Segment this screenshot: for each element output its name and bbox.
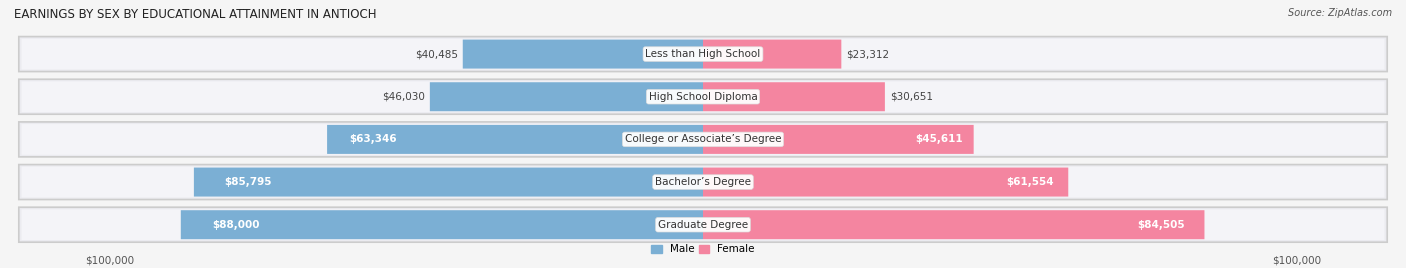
Text: Graduate Degree: Graduate Degree	[658, 220, 748, 230]
Text: Bachelor’s Degree: Bachelor’s Degree	[655, 177, 751, 187]
FancyBboxPatch shape	[703, 82, 884, 111]
FancyBboxPatch shape	[194, 168, 703, 196]
FancyBboxPatch shape	[430, 82, 703, 111]
FancyBboxPatch shape	[328, 125, 703, 154]
Text: $63,346: $63,346	[350, 134, 398, 144]
Text: $84,505: $84,505	[1137, 220, 1184, 230]
FancyBboxPatch shape	[21, 209, 1385, 240]
FancyBboxPatch shape	[703, 125, 974, 154]
FancyBboxPatch shape	[21, 39, 1385, 69]
FancyBboxPatch shape	[703, 168, 1069, 196]
Text: $88,000: $88,000	[212, 220, 260, 230]
FancyBboxPatch shape	[18, 37, 1388, 72]
Text: Less than High School: Less than High School	[645, 49, 761, 59]
Text: $61,554: $61,554	[1007, 177, 1053, 187]
Text: $23,312: $23,312	[846, 49, 889, 59]
FancyBboxPatch shape	[21, 124, 1385, 155]
Text: Source: ZipAtlas.com: Source: ZipAtlas.com	[1288, 8, 1392, 18]
FancyBboxPatch shape	[21, 81, 1385, 112]
Text: $46,030: $46,030	[382, 92, 425, 102]
Text: EARNINGS BY SEX BY EDUCATIONAL ATTAINMENT IN ANTIOCH: EARNINGS BY SEX BY EDUCATIONAL ATTAINMEN…	[14, 8, 377, 21]
FancyBboxPatch shape	[703, 40, 841, 69]
Legend: Male, Female: Male, Female	[647, 240, 759, 259]
Text: $85,795: $85,795	[225, 177, 271, 187]
FancyBboxPatch shape	[463, 40, 703, 69]
FancyBboxPatch shape	[18, 207, 1388, 242]
Text: $30,651: $30,651	[890, 92, 932, 102]
Text: High School Diploma: High School Diploma	[648, 92, 758, 102]
FancyBboxPatch shape	[18, 79, 1388, 114]
Text: $40,485: $40,485	[415, 49, 458, 59]
FancyBboxPatch shape	[21, 167, 1385, 198]
FancyBboxPatch shape	[181, 210, 703, 239]
FancyBboxPatch shape	[18, 165, 1388, 200]
Text: College or Associate’s Degree: College or Associate’s Degree	[624, 134, 782, 144]
FancyBboxPatch shape	[18, 122, 1388, 157]
Text: $45,611: $45,611	[915, 134, 963, 144]
FancyBboxPatch shape	[703, 210, 1205, 239]
